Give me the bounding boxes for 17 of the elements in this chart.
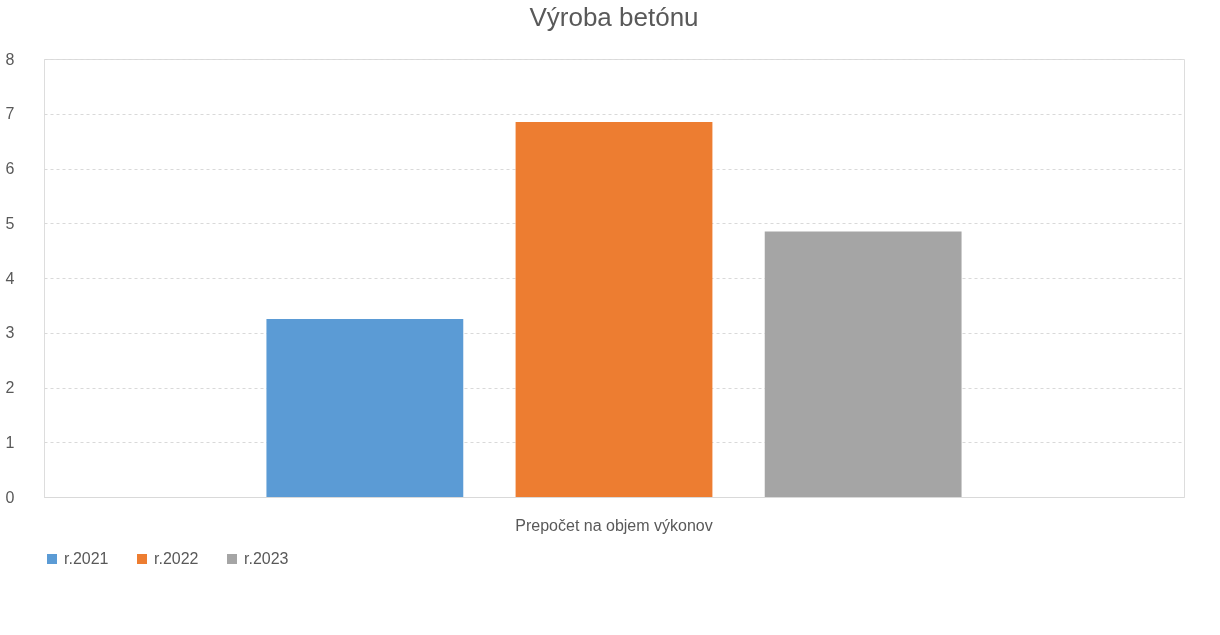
chart-title: Výroba betónu [529,2,699,32]
y-tick-label: 4 [5,269,15,287]
x-tick-label: Prepočet na objem výkonov [515,516,713,534]
bar [764,231,962,497]
y-tick-label: 1 [5,433,15,451]
y-tick-label: 6 [5,160,15,177]
y-tick-label: 3 [5,324,15,342]
legend-label: r.2023 [244,550,289,567]
y-tick-label: 2 [5,379,15,396]
y-tick-label: 8 [5,50,15,68]
y-tick-label: 7 [5,105,15,123]
legend-label: r.2022 [154,550,199,567]
bar [515,121,713,497]
y-tick-label: 5 [5,214,15,232]
y-tick-label: 0 [5,488,15,506]
bar [266,319,464,497]
legend-label: r.2021 [64,550,109,567]
